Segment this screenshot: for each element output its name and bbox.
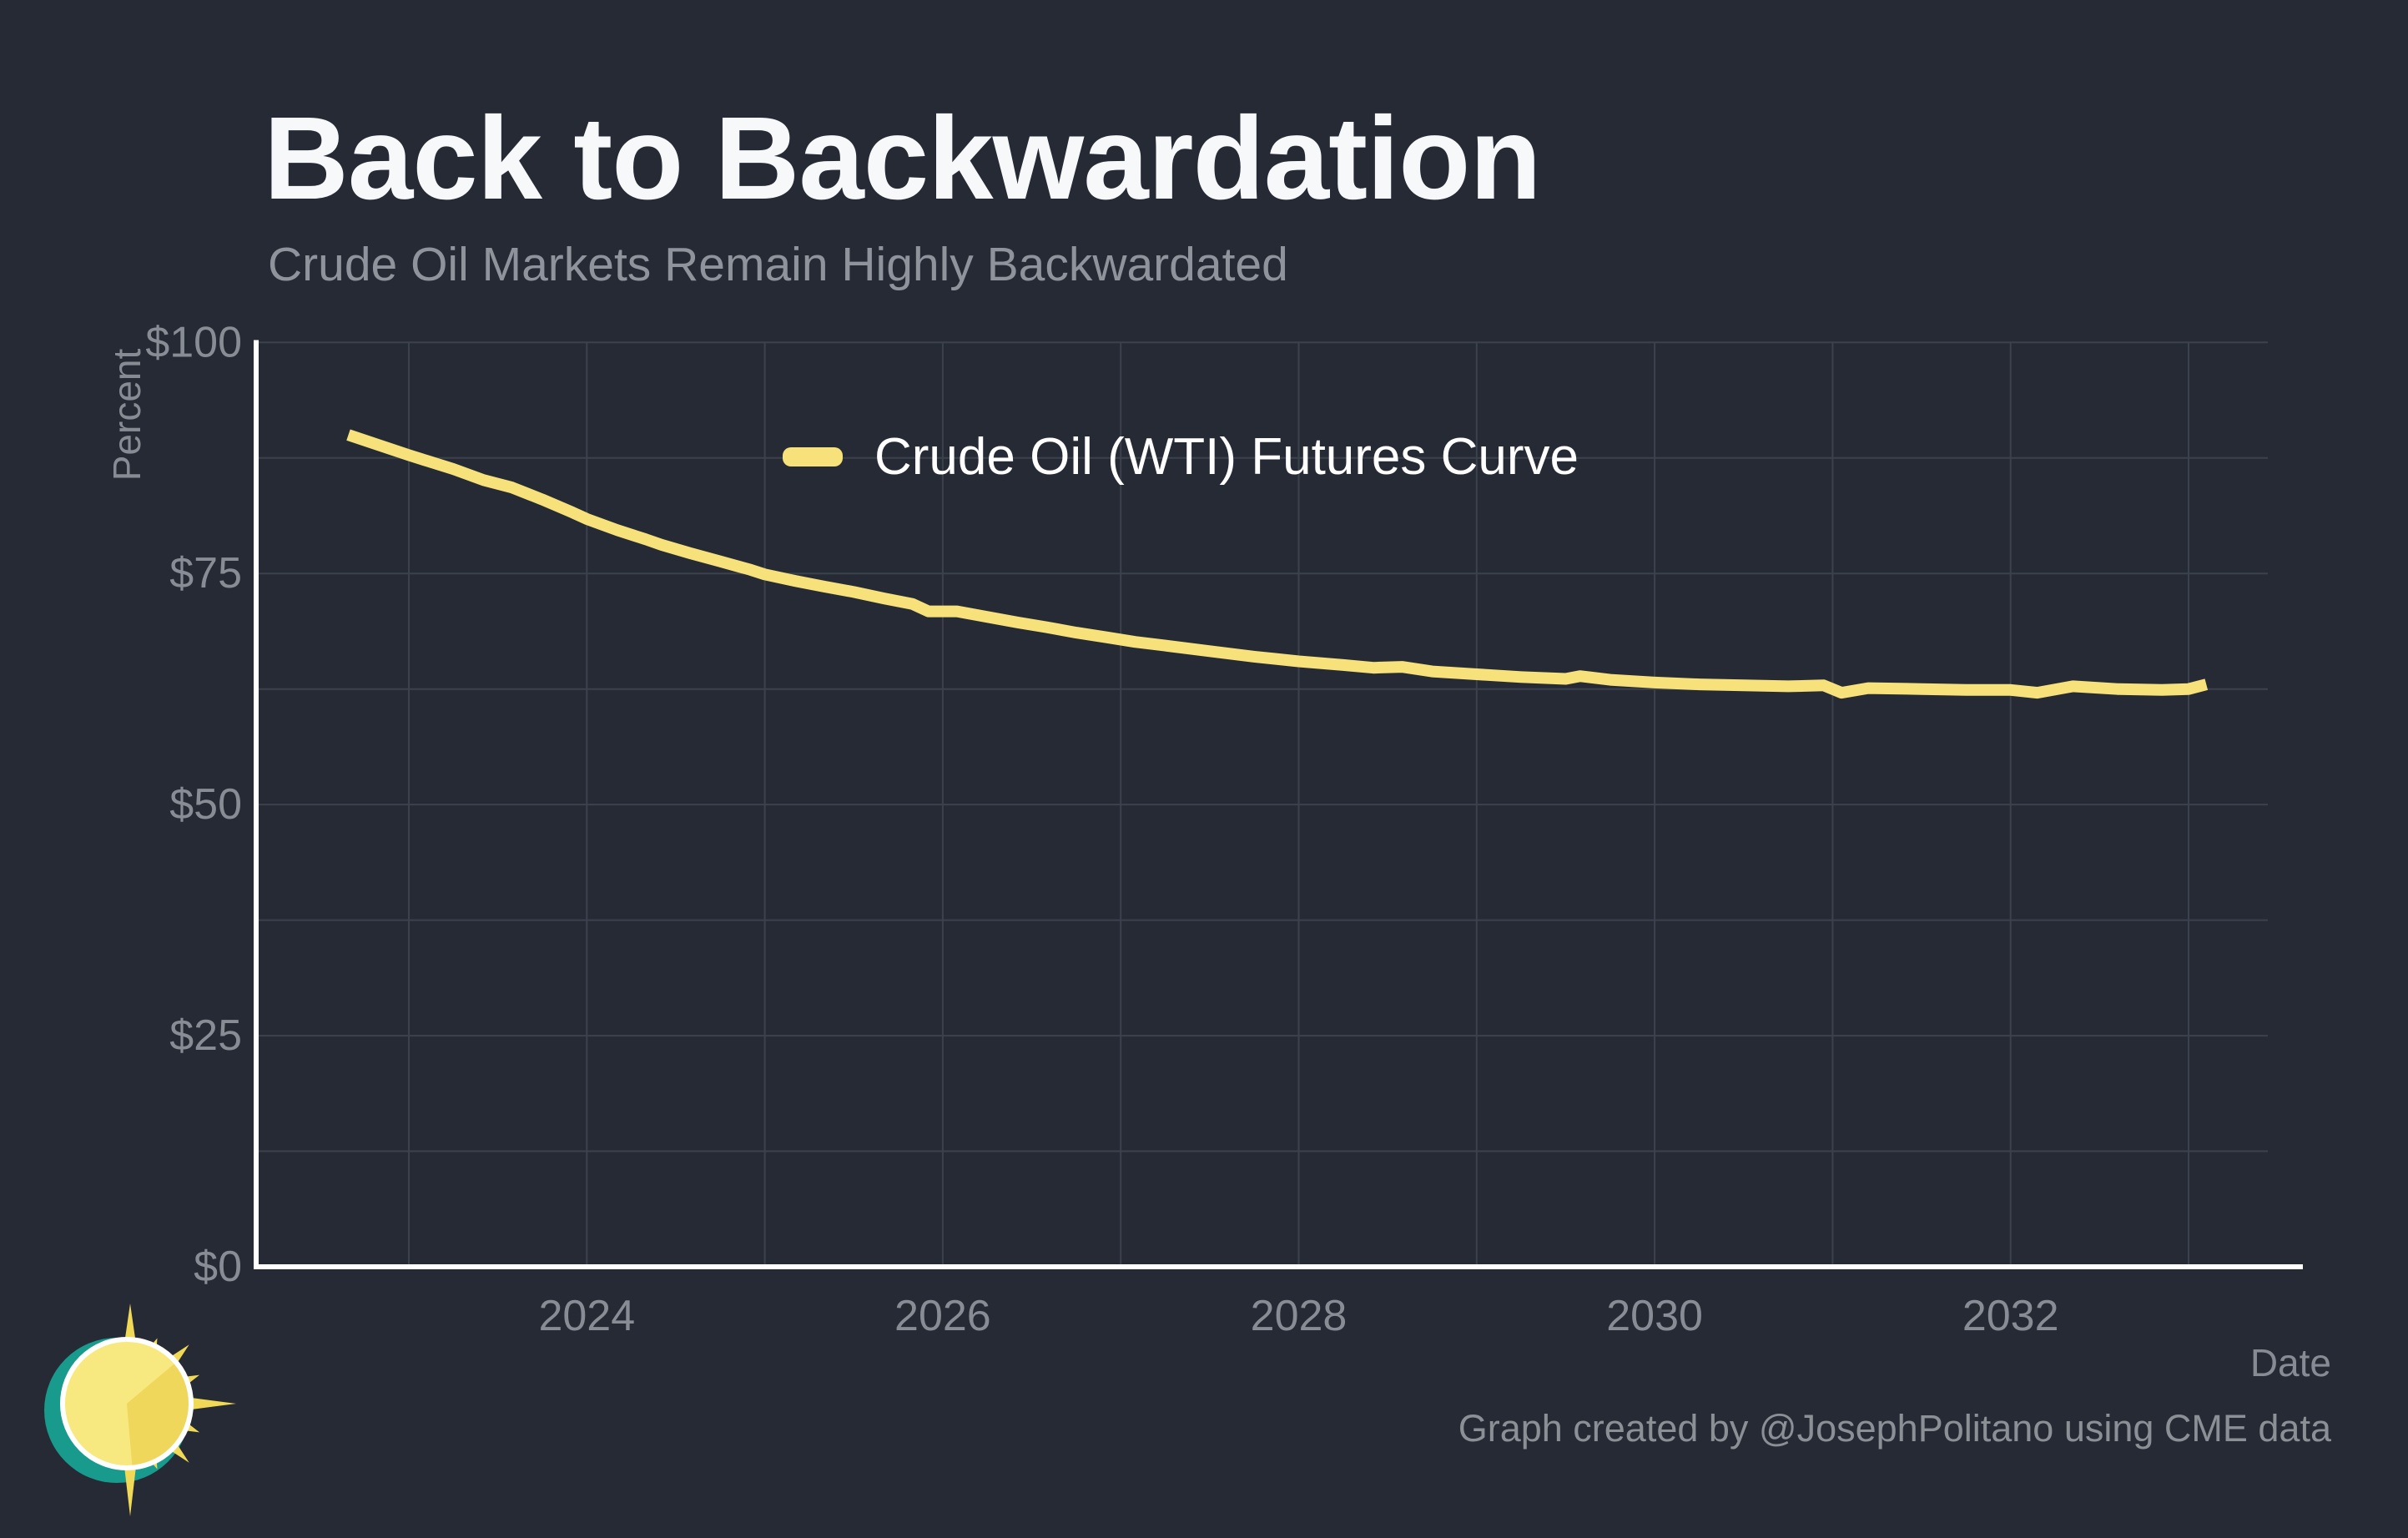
- credit-line: Graph created by @JosephPolitano using C…: [1458, 1407, 2331, 1450]
- page-subtitle: Crude Oil Markets Remain Highly Backward…: [268, 238, 1288, 291]
- y-tick-label: $75: [169, 549, 242, 598]
- y-tick-label: $0: [194, 1243, 242, 1291]
- x-tick-label: 2026: [894, 1292, 991, 1340]
- y-tick-label: $25: [169, 1011, 242, 1060]
- x-tick-label: 2028: [1251, 1292, 1348, 1340]
- legend: Crude Oil (WTI) Futures Curve: [783, 427, 1579, 487]
- y-tick-label: $50: [169, 780, 242, 829]
- y-axis-title: Percent: [105, 348, 149, 482]
- wti-futures-line: [346, 429, 2209, 699]
- legend-label: Crude Oil (WTI) Futures Curve: [874, 428, 1579, 486]
- axes: [254, 340, 2303, 1269]
- sun-logo: [44, 1304, 236, 1516]
- page-title: Back to Backwardation: [264, 92, 1541, 224]
- logo-sun-wedge: [127, 1362, 192, 1468]
- logo-white-ring: [60, 1337, 194, 1470]
- y-axis-tick-labels: $0 $25 $50 $75 $100: [145, 318, 242, 1291]
- futures-curve: [346, 429, 2209, 699]
- x-axis-tick-labels: 2024 2026 2028 2030 2032: [538, 1292, 2058, 1340]
- x-axis-title: Date: [2249, 1341, 2331, 1384]
- x-tick-label: 2030: [1606, 1292, 1703, 1340]
- x-tick-label: 2032: [1962, 1292, 2059, 1340]
- legend-line-swatch: [783, 447, 843, 466]
- gridlines: [256, 341, 2268, 1267]
- x-tick-label: 2024: [538, 1292, 635, 1340]
- y-tick-label: $100: [145, 318, 242, 366]
